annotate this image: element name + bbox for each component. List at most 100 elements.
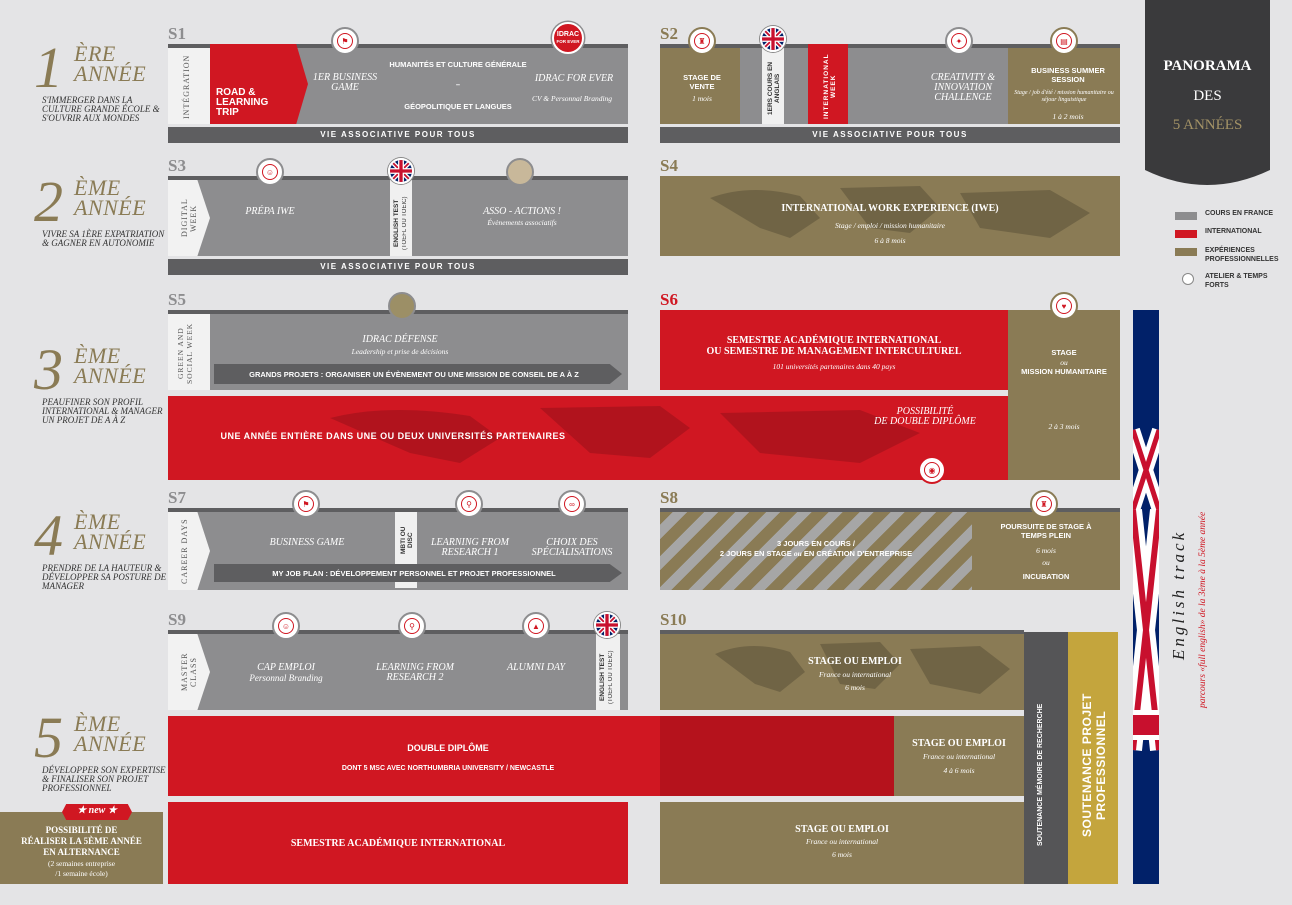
s5-tab bbox=[168, 314, 210, 390]
year5-double-dont: DONT 5 MSc AVEC NORTHUMBRIA UNIVERSITY /… bbox=[341, 765, 555, 772]
year-1-description: S'IMMERGER DANS LA CULTURE GRANDE ÉCOLE … bbox=[42, 95, 160, 123]
year-2-number: 2 bbox=[34, 169, 63, 234]
s1-business-game: 1ER BUSINESS GAME bbox=[312, 72, 378, 93]
s2-stage-duration: 1 mois bbox=[692, 94, 712, 103]
semester-s6-label: S6 bbox=[660, 290, 678, 309]
year-3-label: 3 ÈME ANNÉE PEAUFINER SON PROFIL INTERNA… bbox=[34, 341, 174, 425]
panorama-banner: PANORAMA DES 5 ANNÉES bbox=[1145, 0, 1270, 190]
prepa-icon: ☺ bbox=[256, 158, 284, 186]
s8-duration: 6 mois bbox=[1036, 546, 1056, 555]
english-track-sub: parcours «full english» de la 3ème à la … bbox=[1198, 511, 1208, 709]
s1-geopolitique: GÉOPOLITIQUE ET LANGUES bbox=[404, 102, 512, 111]
briefcase-icon: ▤ bbox=[1050, 27, 1078, 55]
s9-learning: LEARNING FROM RESEARCH 2 bbox=[375, 662, 455, 683]
alternance-line3: EN ALTERNANCE bbox=[43, 847, 120, 857]
lightbulb-icon: ✦ bbox=[945, 27, 973, 55]
s3-english-test: ENGLISH TEST bbox=[393, 199, 400, 247]
s3-tab-text: DIGITAL WEEK bbox=[180, 198, 198, 238]
uk-flag-icon bbox=[760, 26, 786, 52]
s3-prepa-iwe: PRÉPA IWE bbox=[245, 206, 295, 217]
english-track-title: English track bbox=[1169, 529, 1188, 661]
year5-stage2-sub: France ou international bbox=[805, 837, 879, 846]
semester-s1-label: S1 bbox=[168, 24, 186, 43]
year-4-number: 4 bbox=[34, 503, 63, 568]
person-icon: ☺ bbox=[272, 612, 300, 640]
s3-asso-actions: ASSO - ACTIONS ! bbox=[483, 206, 561, 217]
stage-vente-icon: ♜ bbox=[688, 27, 716, 55]
year5-stage: STAGE OU EMPLOI bbox=[912, 738, 1006, 749]
legend-label-cours: COURS EN FRANCE bbox=[1205, 210, 1274, 217]
graduation-cap-icon: ▲ bbox=[522, 612, 550, 640]
semester-s4-label: S4 bbox=[660, 156, 678, 175]
year-2-annee: ANNÉE bbox=[74, 195, 147, 220]
panorama-line3: 5 ANNÉES bbox=[1172, 117, 1243, 133]
year-3-suffix: ÈME bbox=[74, 343, 121, 368]
s8-line2: 2 JOURS EN STAGE ou EN CRÉATION D'ENTREP… bbox=[660, 549, 972, 558]
s5-tab-text: GREEN AND SOCIAL WEEK bbox=[176, 322, 194, 384]
new-badge-text: ★ new ★ bbox=[77, 805, 117, 816]
s2-summer-duration: 1 à 2 mois bbox=[1052, 112, 1084, 121]
s9-block bbox=[168, 630, 628, 710]
s3-english-test-sub: (TOEFL OU TOEIC) bbox=[402, 196, 408, 250]
s1-topline bbox=[168, 44, 628, 48]
year5-semestre-block bbox=[168, 802, 628, 884]
s5-grands-projets: GRANDS PROJETS : ORGANISER UN ÉVÈNEMENT … bbox=[249, 370, 579, 379]
s1-idrac-sub: CV & Personnal Branding bbox=[531, 94, 613, 103]
s3-english-tab bbox=[390, 180, 412, 256]
s8-ou: ou bbox=[1042, 558, 1050, 567]
s9-tab-text: MASTER CLASS bbox=[180, 652, 198, 692]
s7-topline bbox=[168, 508, 628, 512]
s8-incubation: INCUBATION bbox=[1022, 572, 1070, 581]
year-5-label: 5 ÈME ANNÉE DÉVELOPPER SON EXPERTISE & F… bbox=[34, 709, 174, 793]
s7-job-plan: MY JOB PLAN : DÉVELOPPEMENT PERSONNEL ET… bbox=[272, 569, 556, 578]
s6-title-1: SEMESTRE ACADÉMIQUE INTERNATIONAL bbox=[726, 335, 942, 346]
s6-ou: ou bbox=[1060, 358, 1068, 367]
s1-idrac-for-ever: IDRAC FOR EVER bbox=[534, 73, 614, 84]
english-track-sub-wrap: parcours «full english» de la 3ème à la … bbox=[1196, 460, 1216, 760]
year3-double-2: DE DOUBLE DIPLÔME bbox=[874, 416, 976, 427]
s8-striped-block bbox=[660, 508, 972, 590]
uk-flag-icon-2 bbox=[388, 158, 414, 184]
legend-swatch-international bbox=[1175, 230, 1197, 238]
handshake-icon: ♥ bbox=[1050, 292, 1078, 320]
semester-s3-label: S3 bbox=[168, 156, 186, 175]
business-game-icon: ⚑ bbox=[331, 27, 359, 55]
alternance-line2: RÉALISER LA 5ÈME ANNÉE bbox=[21, 836, 142, 846]
s8-poursuite: POURSUITE DE STAGE À TEMPS PLEIN bbox=[1000, 522, 1092, 540]
year3-full-block bbox=[168, 396, 1008, 480]
year-1-label: 1 ÈRE ANNÉE S'IMMERGER DANS LA CULTURE G… bbox=[34, 35, 174, 123]
year-4-description: PRENDRE DE LA HAUTEUR & DÉVELOPPER SA PO… bbox=[42, 563, 167, 591]
s4-title: INTERNATIONAL WORK EXPERIENCE (IWE) bbox=[781, 203, 999, 214]
s9-cap-sub: Personnal Branding bbox=[249, 673, 323, 683]
s6-title-2: OU SEMESTRE DE MANAGEMENT INTERCULTUREL bbox=[706, 346, 962, 357]
s8-poursuite-block bbox=[972, 508, 1120, 590]
year-1-number: 1 bbox=[34, 35, 63, 100]
year5-double-diplome: DOUBLE DIPLÔME bbox=[407, 743, 489, 753]
panorama-line2: DES bbox=[1193, 88, 1222, 104]
s6-stage: STAGE bbox=[1051, 348, 1077, 357]
uk-flag-icon-3 bbox=[594, 612, 620, 638]
year5-stage2-block bbox=[660, 802, 1024, 884]
year-4-annee: ANNÉE bbox=[74, 529, 147, 554]
idrac-logo-text2: FOR EVER bbox=[556, 39, 580, 44]
alternance-line4: (2 semaines entreprise bbox=[47, 859, 116, 868]
s5-idrac-defense: IDRAC DÉFENSE bbox=[362, 334, 438, 345]
s2-creativity-topline bbox=[848, 44, 1008, 48]
s2-international-week: INTERNATIONAL WEEK bbox=[823, 53, 837, 119]
s4-sub: Stage / emploi / mission humanitaire bbox=[835, 221, 945, 230]
year-5-suffix: ÈME bbox=[74, 711, 121, 736]
year-5-annee: ANNÉE bbox=[74, 731, 147, 756]
year-3-annee: ANNÉE bbox=[74, 363, 147, 388]
soutenance-projet-block bbox=[1068, 632, 1118, 884]
uk-flag-strip bbox=[1124, 310, 1168, 884]
year-5-description: DÉVELOPPER SON EXPERTISE & FINALISER SON… bbox=[42, 765, 166, 793]
year-2-description: VIVRE SA 1ÈRE EXPATRIATION & GAGNER EN A… bbox=[42, 229, 165, 248]
legend-label-international: INTERNATIONAL bbox=[1205, 228, 1262, 235]
asso-photo-icon bbox=[506, 158, 534, 186]
diploma-icon: ◉ bbox=[918, 456, 946, 484]
binoculars-icon: ∞ bbox=[558, 490, 586, 518]
s1-tab bbox=[168, 48, 210, 124]
s7-learning: LEARNING FROM RESEARCH 1 bbox=[430, 537, 510, 558]
s3-vie-associative: VIE ASSOCIATIVE POUR TOUS bbox=[168, 259, 628, 275]
s6-block bbox=[660, 310, 1008, 390]
